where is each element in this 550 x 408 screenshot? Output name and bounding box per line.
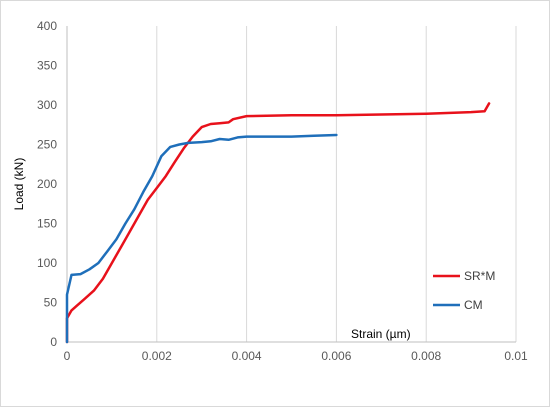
x-tick-label: 0.002 [142,349,172,363]
y-tick-label: 350 [37,59,57,73]
axes [66,26,516,343]
legend-label: SR*M [464,269,495,283]
y-tick-label: 0 [50,335,57,349]
x-tick-label: 0.01 [504,349,528,363]
x-tick-label: 0.008 [411,349,441,363]
legend: SR*M CM [433,269,495,312]
y-tick-label: 250 [37,138,57,152]
series-line-cm [65,133,338,344]
tick-labels: 0 0.002 0.004 0.006 0.008 0.01 0 50 100 150 200 250… [37,19,528,363]
x-axis-title: Strain (µm) [351,327,411,341]
legend-label: CM [464,298,483,312]
y-tick-label: 300 [37,98,57,112]
y-tick-label: 100 [37,256,57,270]
gridlines [156,26,517,342]
y-tick-label: 400 [37,19,57,33]
x-tick-label: 0 [64,349,71,363]
data-series [65,102,491,344]
y-axis-title: Load (kN) [12,158,26,211]
x-tick-label: 0.006 [321,349,351,363]
series-line-sr-m [65,102,491,344]
y-tick-label: 200 [37,177,57,191]
y-tick-label: 50 [44,296,58,310]
x-tick-label: 0.004 [232,349,262,363]
y-tick-label: 150 [37,217,57,231]
